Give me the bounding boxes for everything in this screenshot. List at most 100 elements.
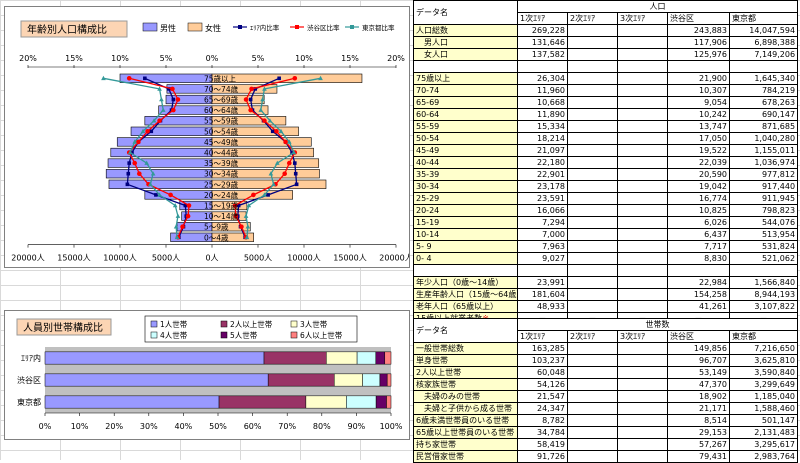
bar-male — [108, 179, 213, 189]
household-cell — [617, 354, 668, 367]
ratio-point-area — [270, 129, 275, 134]
population-cell: 48,933 — [517, 300, 568, 313]
age-label: 5～9歳 — [204, 222, 229, 232]
pyramid-age-labels: 75歳以上70～74歳65～69歳60～64歳55～59歳50～54歳45～49… — [204, 73, 239, 242]
ratio-point-shibuya — [145, 129, 150, 134]
ratio-point-shibuya — [232, 203, 238, 208]
population-cell: 125,976 — [667, 48, 730, 61]
bar-female — [211, 137, 312, 147]
pct-tick-label: 5% — [160, 54, 173, 63]
population-row: 30-34 23,178 19,042 917,440 — [413, 180, 799, 193]
ratio-point-tokyo — [159, 97, 164, 102]
household-cell — [567, 378, 618, 391]
household-row: 夫婦のみの世帯 21,547 18,902 1,185,040 — [413, 390, 799, 403]
household-row: 核家族世帯 54,126 47,370 3,299,649 — [413, 378, 799, 391]
population-cell: 269,228 — [517, 24, 568, 37]
population-cell: 871,685 — [728, 120, 799, 133]
legend-label-area: ｴﾘｱ内比率 — [250, 23, 280, 32]
ratio-point-tokyo — [245, 224, 251, 229]
household-row: 65歳以上世帯員のいる世帯 34,784 29,153 2,131,483 — [413, 426, 799, 439]
household-cell — [567, 366, 618, 379]
population-row: 生産年齢人口（15歳～64歳） 181,604 154,258 8,944,193 — [413, 288, 799, 301]
population-row-label: 生産年齢人口（15歳～64歳） — [413, 288, 518, 301]
population-cell — [567, 276, 618, 289]
household-composition-chart: 人員別世帯構成比 1人世帯 2人以上世帯 3人世帯 4人世帯 5人世帯 6人以上世帯 ｴﾘ… — [16, 315, 403, 431]
population-row: 70-74 11,960 10,307 784,219 — [413, 84, 799, 97]
bar-male — [107, 158, 213, 168]
household-cell: 7,216,650 — [728, 342, 799, 355]
population-column-header: 3次ｴﾘｱ — [617, 12, 668, 25]
bar-female — [211, 200, 248, 211]
household-chart-panel[interactable]: 人員別世帯構成比 1人世帯 2人以上世帯 3人世帯 4人世帯 5人世帯 6人以上世帯 ｴﾘ… — [4, 310, 410, 440]
household-row: 民営借家世帯 91,726 79,431 2,983,764 — [413, 450, 799, 463]
household-segment — [362, 373, 381, 387]
population-cell: 1,040,280 — [728, 132, 799, 145]
population-cell: 10,825 — [667, 204, 730, 217]
ratio-point-tokyo — [127, 150, 133, 155]
ratio-point-tokyo — [262, 192, 267, 197]
household-cell — [617, 402, 668, 415]
household-segment — [375, 395, 387, 409]
legend-label-shibuya: 渋谷区比率 — [307, 23, 340, 32]
population-row-label: 75歳以上 — [413, 72, 518, 85]
household-cell: 3,295,617 — [728, 438, 799, 451]
population-cell: 7,000 — [517, 228, 568, 241]
household-segment — [379, 373, 388, 387]
household-row-label: 民営借家世帯 — [413, 450, 518, 463]
household-legend-label: 5人世帯 — [230, 330, 258, 340]
population-cell — [617, 228, 668, 241]
household-cell: 54,126 — [517, 378, 568, 391]
population-cell — [567, 216, 618, 229]
population-cell: 19,522 — [667, 144, 730, 157]
ratio-point-tokyo — [173, 224, 179, 229]
population-cell — [567, 204, 618, 217]
household-legend-swatch — [150, 331, 158, 339]
population-row-label: 老年人口（65歳以上） — [413, 300, 518, 313]
population-row-label: 20-24 — [413, 204, 518, 217]
population-cell — [617, 84, 668, 97]
ratio-point-area — [127, 161, 131, 165]
population-cell: 7,294 — [517, 216, 568, 229]
population-cell: 1,645,340 — [728, 72, 799, 85]
population-cell — [567, 168, 618, 181]
population-cell: 137,582 — [517, 48, 568, 61]
ratio-point-shibuya — [239, 224, 244, 229]
population-row: 人口総数 269,228 243,883 14,047,594 — [413, 24, 799, 37]
population-cell: 7,963 — [517, 240, 568, 253]
household-cell — [567, 414, 618, 427]
ratio-line-area — [237, 77, 298, 238]
population-cell: 6,898,388 — [728, 36, 799, 49]
ratio-point-tokyo — [148, 181, 153, 187]
bar-female — [211, 147, 314, 158]
legend-swatch-male — [142, 22, 158, 32]
ratio-point-area — [293, 161, 297, 165]
population-cell: 22,180 — [517, 156, 568, 169]
age-pyramid-chart-panel[interactable]: 年齢別人口構成比 男性 女性 ｴﾘｱ内比率 渋谷区比率 東京都比率 20% 15% 10% 5… — [4, 6, 413, 268]
legend-marker-area — [238, 25, 242, 29]
ratio-point-tokyo — [318, 75, 323, 81]
population-cell: 784,219 — [728, 84, 799, 97]
bar-female — [211, 105, 269, 115]
population-cell — [617, 204, 668, 217]
ratio-point-tokyo — [268, 171, 274, 176]
population-cell — [617, 168, 668, 181]
ratio-point-shibuya — [136, 139, 141, 145]
ratio-point-tokyo — [160, 107, 166, 112]
household-segment — [346, 395, 377, 409]
population-cell: 531,824 — [728, 240, 799, 253]
household-cell: 18,902 — [667, 390, 730, 403]
bar-female — [211, 222, 251, 232]
ratio-point-tokyo — [150, 171, 156, 176]
ratio-line-area — [126, 77, 187, 238]
population-cell — [567, 240, 618, 253]
household-cell: 8,514 — [667, 414, 730, 427]
household-segment — [375, 351, 386, 365]
population-cell: 243,883 — [667, 24, 730, 37]
bar-female — [211, 158, 320, 168]
population-cell — [567, 72, 618, 85]
pct-tick-label: 0% — [206, 54, 219, 63]
population-cell: 977,812 — [728, 168, 799, 181]
people-tick-label: 5000人 — [152, 254, 180, 263]
household-row-label: 一般世帯総数 — [413, 342, 518, 355]
ratio-point-area — [125, 182, 130, 187]
